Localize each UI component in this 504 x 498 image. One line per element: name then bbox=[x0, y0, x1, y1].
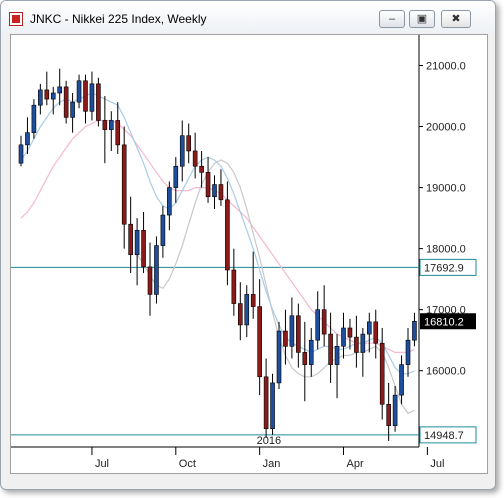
x-tick-label: Jul bbox=[95, 458, 109, 470]
candle-body bbox=[50, 92, 56, 100]
ma-slow-line bbox=[20, 119, 415, 353]
candle-body bbox=[212, 184, 217, 198]
candle-body bbox=[83, 80, 88, 112]
last-price-label: 16810.2 bbox=[424, 316, 464, 328]
candle-body bbox=[354, 336, 359, 353]
chart-panel[interactable]: 21000.0 20000.0 19000.0 18000.0 17000.0 16000… bbox=[10, 34, 488, 474]
candle-body bbox=[96, 83, 101, 121]
maximize-button[interactable]: ▣ bbox=[409, 10, 435, 28]
candle-body bbox=[334, 345, 340, 365]
candle-body bbox=[115, 120, 121, 146]
candle-body bbox=[121, 144, 127, 225]
y-tick-label: 18000.0 bbox=[426, 244, 466, 256]
candle-body bbox=[231, 269, 237, 304]
app-icon bbox=[9, 12, 23, 26]
candle-body bbox=[179, 135, 185, 167]
candle-body bbox=[296, 315, 301, 353]
candle-body bbox=[89, 83, 95, 112]
candle-body bbox=[250, 294, 256, 307]
candle-body bbox=[160, 214, 166, 246]
candle-body bbox=[276, 330, 282, 384]
candle-body bbox=[102, 120, 108, 130]
x-tick-label: Jul bbox=[430, 458, 444, 470]
minimize-button[interactable]: – bbox=[379, 10, 405, 28]
candle-body bbox=[25, 132, 30, 146]
candle-body bbox=[141, 230, 146, 268]
last-price-tag bbox=[420, 313, 476, 330]
candle-body bbox=[167, 187, 172, 216]
candle-body bbox=[31, 104, 37, 133]
candle-body bbox=[263, 376, 269, 429]
candle-body bbox=[379, 342, 385, 405]
candle-body bbox=[392, 394, 398, 426]
candle-body bbox=[244, 294, 250, 326]
candle-body bbox=[405, 339, 411, 365]
candle-body bbox=[283, 330, 288, 347]
horizontal-line-tag bbox=[419, 258, 477, 276]
candle-body bbox=[147, 266, 153, 295]
horizontal-line-label: 14948.7 bbox=[424, 430, 464, 442]
candle-body bbox=[366, 321, 372, 335]
ma-mid-line bbox=[136, 159, 415, 415]
candle-body bbox=[308, 339, 314, 365]
candle-body bbox=[373, 321, 379, 344]
horizontal-line-label: 17692.9 bbox=[424, 262, 464, 274]
horizontal-line-tag bbox=[419, 426, 477, 444]
candle-body bbox=[257, 306, 262, 378]
y-tick-label: 21000.0 bbox=[426, 61, 466, 73]
candle-body bbox=[192, 150, 198, 167]
candle-body bbox=[341, 327, 346, 347]
candle-body bbox=[57, 86, 63, 94]
candle-body bbox=[44, 89, 50, 100]
candle-body bbox=[109, 120, 114, 130]
candle-body bbox=[218, 184, 224, 201]
candle-body bbox=[315, 309, 321, 341]
candle-body bbox=[63, 86, 69, 118]
candle-body bbox=[238, 303, 243, 326]
candle-body bbox=[128, 223, 133, 256]
y-tick-label: 19000.0 bbox=[426, 183, 466, 195]
candle-body bbox=[199, 165, 204, 173]
candle-body bbox=[154, 245, 159, 295]
candle-body bbox=[347, 327, 353, 338]
candle-body bbox=[399, 364, 404, 396]
candle-body bbox=[328, 333, 333, 365]
candle-body bbox=[302, 352, 308, 365]
close-button[interactable]: ✖ bbox=[441, 10, 471, 28]
window-title: JNKC - Nikkei 225 Index, Weekly bbox=[30, 12, 207, 26]
candlestick-chart[interactable]: 21000.020000.019000.018000.017000.016000… bbox=[11, 35, 487, 473]
x-tick-label: Apr bbox=[347, 458, 364, 470]
candle-body bbox=[289, 315, 295, 347]
candle-body bbox=[412, 320, 417, 341]
y-tick-label: 20000.0 bbox=[426, 122, 466, 134]
candle-body bbox=[70, 101, 75, 118]
candle-body bbox=[225, 199, 230, 271]
candle-body bbox=[270, 382, 275, 429]
candle-body bbox=[360, 333, 366, 353]
title-bar[interactable]: JNKC - Nikkei 225 Index, Weekly – ▣ ✖ bbox=[1, 1, 495, 33]
candle-body bbox=[386, 403, 391, 426]
candle-body bbox=[186, 135, 191, 152]
candle-body bbox=[76, 80, 82, 103]
candle-body bbox=[321, 309, 327, 335]
candle-body bbox=[18, 144, 24, 164]
x-tick-label: Jan bbox=[263, 458, 281, 470]
candle-body bbox=[205, 172, 211, 198]
chart-window: JNKC - Nikkei 225 Index, Weekly – ▣ ✖ 21… bbox=[0, 0, 496, 490]
candle-body bbox=[38, 89, 43, 106]
y-tick-label: 16000.0 bbox=[426, 366, 466, 378]
candle-body bbox=[173, 165, 179, 188]
year-label: 2016 bbox=[257, 435, 281, 447]
candle-body bbox=[134, 230, 140, 256]
x-tick-label: Oct bbox=[179, 458, 196, 470]
